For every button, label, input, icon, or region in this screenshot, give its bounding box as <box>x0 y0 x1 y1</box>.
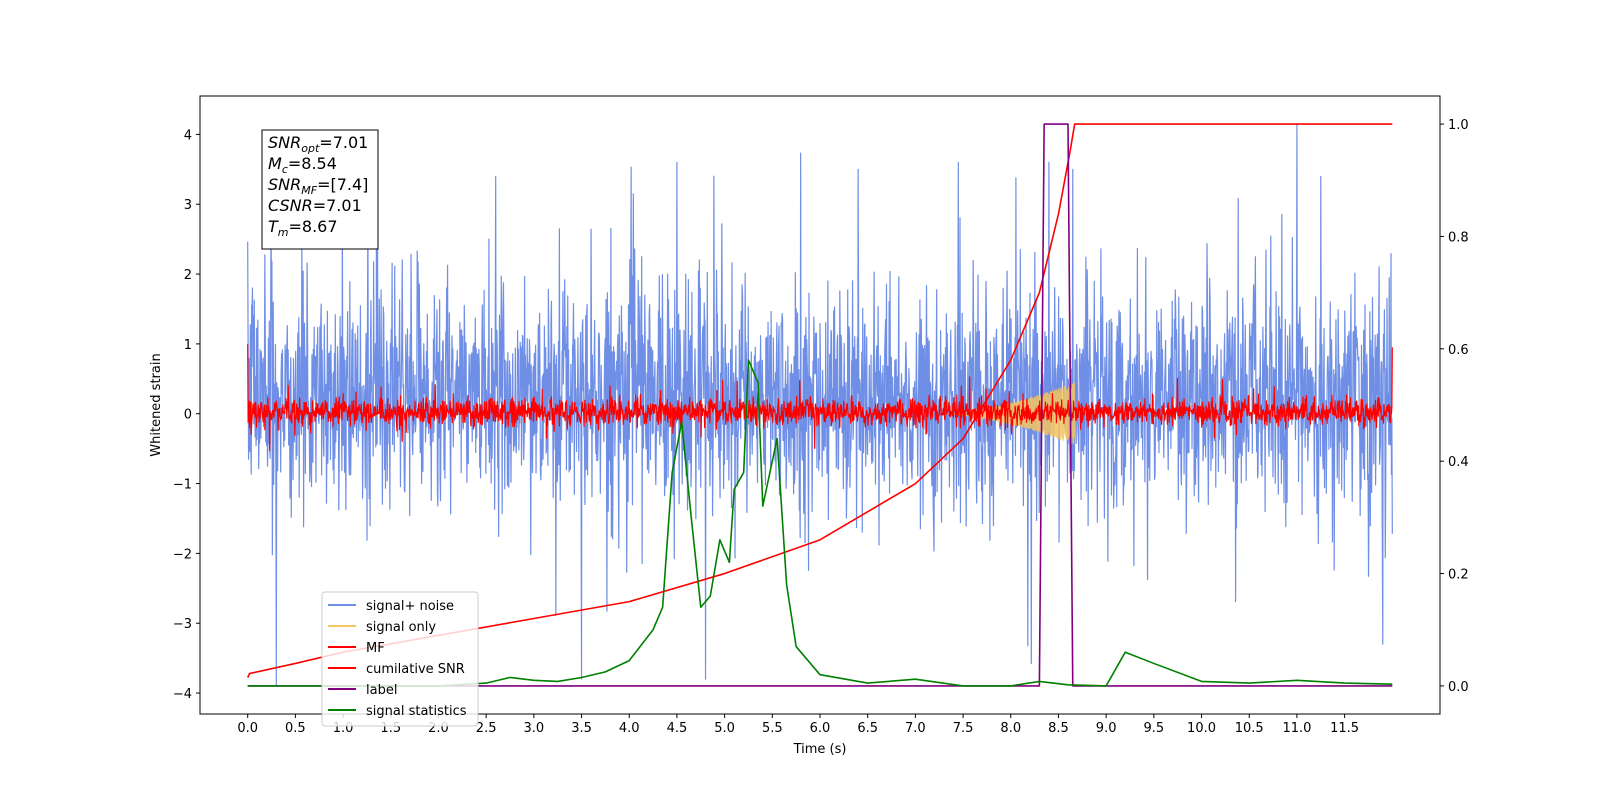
x-tick-label: 3.5 <box>571 721 592 736</box>
x-tick-label: 6.5 <box>857 721 878 736</box>
annotation-line: SNRopt=7.01 <box>268 133 368 155</box>
series-line-2 <box>247 343 1393 452</box>
legend-label: signal+ noise <box>366 599 454 614</box>
y2-tick-label: 0.2 <box>1448 568 1469 583</box>
series-line-4 <box>247 123 1393 687</box>
x-tick-label: 7.5 <box>953 721 974 736</box>
x-tick-label: 3.0 <box>524 721 545 736</box>
x-tick-label: 5.5 <box>762 721 783 736</box>
annotation-line: SNRMF=[7.4] <box>268 175 368 197</box>
y-tick-label: −2 <box>173 547 192 562</box>
x-tick-label: 6.0 <box>810 721 831 736</box>
x-tick-label: 8.5 <box>1048 721 1069 736</box>
x-tick-label: 11.5 <box>1330 721 1359 736</box>
y-axis-right: 0.0 0.2 0.4 0.6 0.8 1.0 <box>1440 118 1469 695</box>
x-tick-label: 7.0 <box>905 721 926 736</box>
y-tick-label: −1 <box>173 478 192 493</box>
x-tick-label: 0.5 <box>285 721 306 736</box>
annotation-line: CSNR=7.01 <box>268 196 362 215</box>
y-axis-label: Whitened strain <box>149 353 164 456</box>
legend-label: MF <box>366 641 385 656</box>
y2-tick-label: 0.6 <box>1448 343 1469 358</box>
legend-frame <box>321 591 479 727</box>
legend-label: signal statistics <box>366 704 467 719</box>
y2-tick-label: 0.4 <box>1448 455 1469 470</box>
series-line-5 <box>247 359 1393 687</box>
y-tick-label: 1 <box>184 338 192 353</box>
legend-label: cumilative SNR <box>366 662 465 677</box>
legend-label: signal only <box>366 620 436 635</box>
y2-tick-label: 0.0 <box>1448 680 1469 695</box>
x-tick-label: 2.5 <box>476 721 497 736</box>
x-tick-label: 5.0 <box>714 721 735 736</box>
y-tick-label: 4 <box>184 128 192 143</box>
x-tick-label: 10.0 <box>1187 721 1216 736</box>
annotation-line: Tm=8.67 <box>268 217 338 239</box>
x-tick-label: 4.0 <box>619 721 640 736</box>
x-tick-label: 11.0 <box>1282 721 1311 736</box>
y2-tick-label: 1.0 <box>1448 118 1469 133</box>
y-tick-label: 3 <box>184 198 192 213</box>
legend: signal+ noise signal only MF cumilative SNR… <box>321 591 479 727</box>
x-tick-label: 8.0 <box>1000 721 1021 736</box>
annotation-line: Mc=8.54 <box>268 154 337 176</box>
y-tick-label: 2 <box>184 268 192 283</box>
x-tick-label: 10.5 <box>1235 721 1264 736</box>
y2-tick-label: 0.8 <box>1448 230 1469 245</box>
legend-label: label <box>366 683 397 698</box>
x-axis-label: Time (s) <box>793 742 847 757</box>
y-tick-label: 0 <box>184 408 192 423</box>
x-tick-label: 4.5 <box>667 721 688 736</box>
annotation-frame <box>261 129 379 250</box>
x-tick-label: 9.5 <box>1144 721 1165 736</box>
y-tick-label: −3 <box>173 617 192 632</box>
y-axis-left: −4 −3 −2 −1 0 1 2 3 4 <box>173 128 200 702</box>
x-tick-label: 0.0 <box>237 721 258 736</box>
x-tick-label: 9.0 <box>1096 721 1117 736</box>
y-tick-label: −4 <box>173 687 192 702</box>
